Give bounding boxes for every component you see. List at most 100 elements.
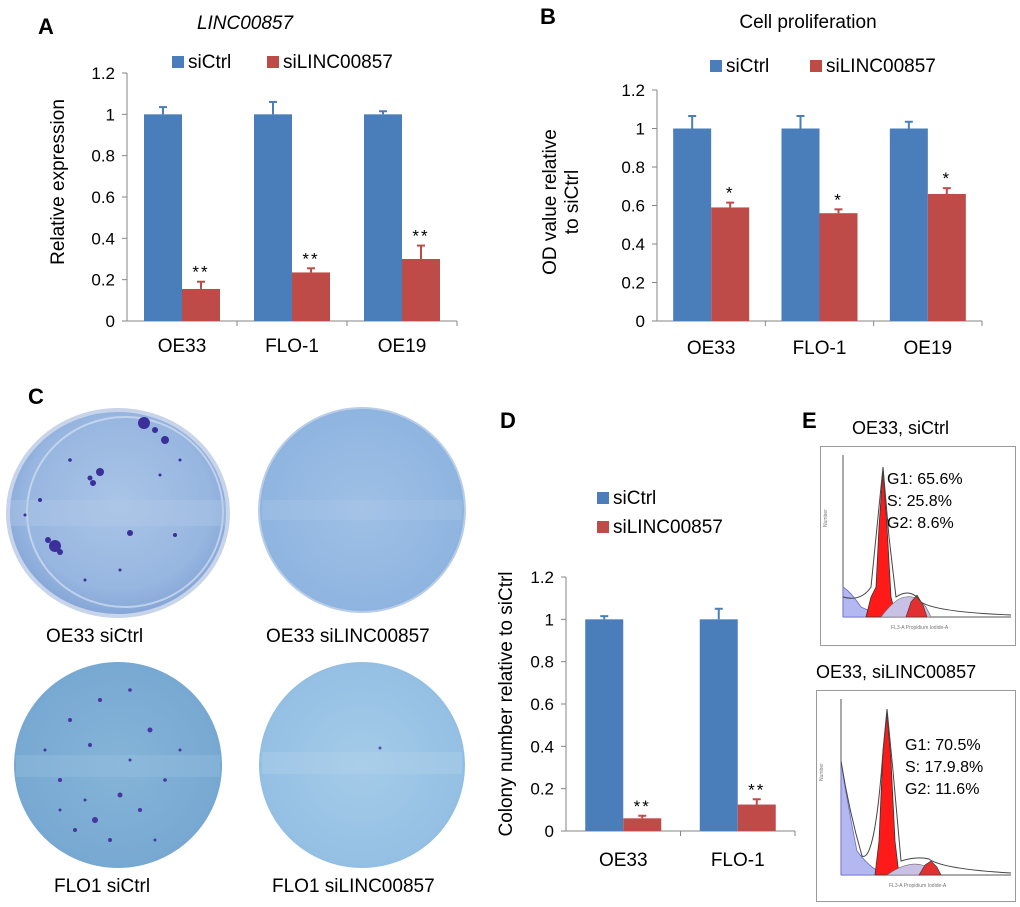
chart-a-bar-silinc [292, 272, 330, 321]
chart-b-significance: * [834, 190, 843, 209]
chart-a-title: LINC00857 [197, 13, 295, 34]
chart-d-bar-sictrl [699, 619, 738, 831]
chart-b-legend-label-silinc: siLINC00857 [826, 56, 936, 77]
chart-d-xtick-label: FLO-1 [711, 850, 765, 871]
chart-b-legend-swatch-sictrl [710, 60, 722, 72]
svg-text:FL3-A Propidium Iodide-A: FL3-A Propidium Iodide-A [891, 625, 949, 631]
plate-flo1-sictrl [14, 662, 222, 868]
chart-d-ytick-label: 0.8 [530, 653, 554, 672]
chart-a-bar-silinc [402, 259, 440, 321]
chart-a-ytick-label: 0.4 [91, 229, 115, 248]
chart-d-legend-swatch-sictrl [597, 492, 609, 504]
chart-d-significance: ** [748, 780, 765, 799]
chart-a-bar-sictrl [254, 114, 292, 321]
chart-b-xtick-label: FLO-1 [793, 338, 847, 359]
chart-a-ytick-label: 0.2 [91, 271, 115, 290]
chart-d-ylabel: Colony number relative to siCtrl [496, 571, 517, 836]
chart-a-xtick-label: OE33 [158, 336, 207, 357]
chart-b-bar-sictrl [673, 128, 712, 321]
flow-bottom-g2: G2: 11.6% [905, 781, 980, 798]
chart-b-bar-sictrl [781, 128, 820, 321]
panel-letter-a: A [38, 14, 54, 39]
chart-b-xtick-label: OE33 [687, 338, 736, 359]
svg-text:Number: Number [819, 763, 825, 781]
panel-letter-d: D [500, 408, 516, 433]
chart-b-ytick-label: 0.8 [621, 158, 645, 177]
chart-a: LINC00857 Relative expression 0 0.2 0.4 0.6 0.… [48, 13, 458, 357]
chart-d-ytick-label: 1.2 [530, 568, 554, 587]
chart-a-legend-swatch-silinc [267, 56, 279, 68]
chart-d-bar-silinc [623, 818, 662, 831]
caption-flo1-silinc: FLO1 siLINC00857 [272, 876, 435, 897]
chart-b-bar-silinc [819, 213, 858, 321]
panel-letter-b: B [540, 4, 556, 29]
chart-a-xtick-label: FLO-1 [265, 336, 319, 357]
chart-d-ytick-label: 1 [545, 610, 554, 629]
chart-b-legend-swatch-silinc [810, 60, 822, 72]
plate-flo1-silinc [259, 662, 465, 868]
chart-b-significance: * [726, 184, 735, 203]
chart-a-ytick-label: 1 [106, 105, 115, 124]
flow-top-s: S: 25.8% [887, 493, 952, 510]
chart-a-bar-sictrl [364, 114, 402, 321]
chart-a-ylabel: Relative expression [48, 99, 69, 265]
chart-b-ytick-label: 1.2 [621, 81, 645, 100]
chart-d-legend-label-sictrl: siCtrl [613, 488, 656, 509]
caption-oe33-silinc: OE33 siLINC00857 [266, 626, 430, 647]
chart-b-significance: * [943, 169, 952, 188]
flow-top-g1: G1: 65.6% [887, 471, 963, 488]
panel-letter-e: E [802, 408, 817, 433]
plate-oe33-silinc [258, 407, 466, 613]
caption-oe33-sictrl: OE33 siCtrl [46, 626, 144, 647]
chart-b-ytick-label: 0.6 [621, 197, 645, 216]
chart-a-legend-label-silinc: siLINC00857 [283, 52, 393, 73]
chart-a-xtick-label: OE19 [378, 336, 427, 357]
panel-letter-c: C [28, 384, 44, 409]
chart-d: Colony number relative to siCtrl 0 0.2 0.4 0… [496, 488, 796, 871]
chart-d-ytick-label: 0.2 [530, 780, 554, 799]
chart-b-bar-sictrl [889, 128, 928, 321]
chart-b-title: Cell proliferation [739, 12, 876, 33]
chart-b-ylabel-line: OD value relative [540, 129, 561, 275]
chart-b-ytick-label: 0 [636, 312, 645, 331]
chart-a-ytick-label: 1.2 [91, 64, 115, 83]
chart-d-ytick-label: 0 [545, 822, 554, 841]
flow-top-g2: G2: 8.6% [887, 515, 954, 532]
plate-oe33-sictrl [6, 408, 230, 618]
chart-d-bar-silinc [737, 804, 776, 831]
flow-bottom-g1: G1: 70.5% [905, 737, 981, 754]
flow-histogram-silinc: Number FL3-A Propidium Iodide-A G1: 70.5… [816, 690, 1016, 902]
chart-a-significance: ** [412, 227, 429, 246]
chart-d-bar-sictrl [585, 619, 624, 831]
colony-plates [6, 407, 466, 868]
chart-a-significance: ** [302, 249, 319, 268]
chart-a-bar-sictrl [144, 114, 182, 321]
chart-b-bar-silinc [711, 207, 750, 321]
flow-bottom-s: S: 17.9.8% [905, 759, 984, 776]
chart-d-significance: ** [634, 797, 651, 816]
chart-b-ytick-label: 1 [636, 120, 645, 139]
chart-d-legend-swatch-silinc [597, 521, 609, 533]
chart-a-ytick-label: 0 [106, 312, 115, 331]
svg-text:Number: Number [823, 509, 829, 527]
chart-b-ylabel-line: to siCtrl [562, 170, 583, 234]
chart-d-xtick-label: OE33 [599, 850, 648, 871]
chart-b-legend-label-sictrl: siCtrl [726, 56, 769, 77]
chart-b-xtick-label: OE19 [904, 338, 953, 359]
caption-flo1-sictrl: FLO1 siCtrl [54, 876, 151, 897]
chart-a-ytick-label: 0.8 [91, 147, 115, 166]
chart-a-bar-silinc [182, 288, 220, 321]
flow-bottom-title: OE33, siLINC00857 [816, 662, 977, 682]
chart-b-ylabel: OD value relativeto siCtrl [540, 129, 583, 275]
svg-text:FL3-A Propidium Iodide-A: FL3-A Propidium Iodide-A [889, 883, 947, 889]
chart-d-legend-label-silinc: siLINC00857 [613, 517, 723, 538]
chart-a-ytick-label: 0.6 [91, 188, 115, 207]
chart-d-ytick-label: 0.4 [530, 737, 554, 756]
chart-b-ytick-label: 0.4 [621, 235, 645, 254]
chart-b: Cell proliferation OD value relativeto si… [540, 12, 983, 359]
chart-d-ytick-label: 0.6 [530, 695, 554, 714]
chart-b-ytick-label: 0.2 [621, 274, 645, 293]
chart-a-legend-label-sictrl: siCtrl [188, 52, 231, 73]
chart-a-significance: ** [192, 263, 209, 282]
chart-a-legend-swatch-sictrl [172, 56, 184, 68]
